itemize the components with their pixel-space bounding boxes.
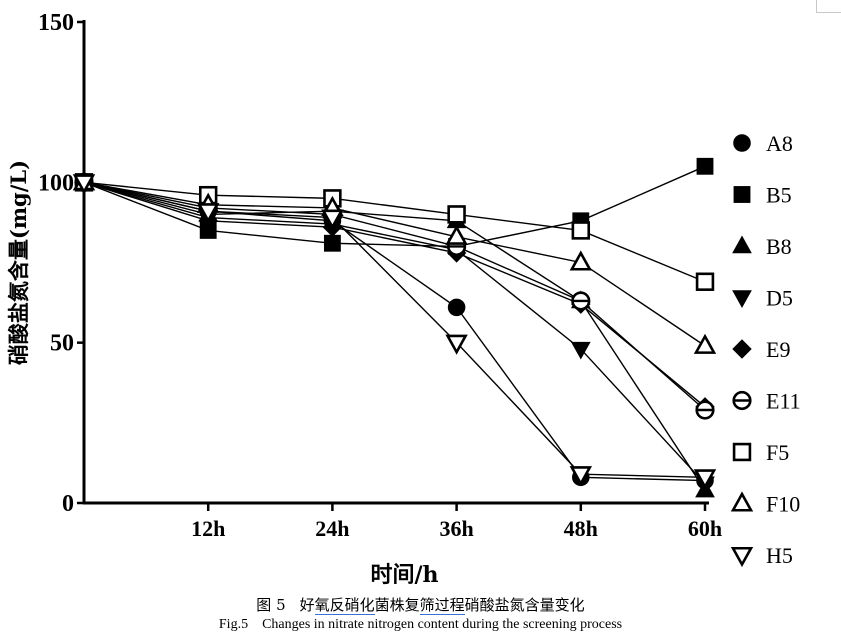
- legend-label-d5: D5: [766, 286, 793, 311]
- legend-marker-a8: [733, 134, 751, 152]
- data-point-h5: [196, 203, 220, 224]
- data-point-b5: [323, 234, 341, 252]
- data-point-f10: [693, 333, 717, 354]
- legend-marker-e9: [732, 339, 752, 359]
- caption-cn-part: 氧反硝化: [314, 596, 375, 615]
- figure-caption-en: Fig.5 Changes in nitrate nitrogen content…: [0, 617, 841, 633]
- legend-marker-f5: [732, 442, 752, 462]
- legend-label-b5: B5: [766, 183, 792, 208]
- series-line-e9: [83, 181, 706, 408]
- legend-marker-b5: [733, 186, 751, 203]
- series-line-d5: [83, 181, 706, 485]
- caption-cn-part: 硝酸盐氮含量变化: [464, 596, 585, 614]
- data-point-f5: [695, 272, 715, 291]
- legend-label-b8: B8: [766, 234, 792, 259]
- series-line-e11: [83, 181, 706, 411]
- series-line-f10: [83, 181, 706, 347]
- data-point-f5: [571, 221, 591, 240]
- series-line-b8: [83, 181, 706, 491]
- x-tick-label: 24h: [315, 516, 349, 541]
- x-tick-label: 48h: [564, 516, 598, 541]
- series-line-b5: [83, 165, 706, 248]
- caption-cn-figure-number: 图 5: [256, 596, 286, 614]
- legend-label-a8: A8: [766, 131, 793, 156]
- data-point-h5: [445, 334, 468, 355]
- x-axis-title: 时间/h: [370, 562, 438, 588]
- caption-cn-part: 筛过程: [419, 596, 465, 615]
- caption-cn-part: 菌株复: [374, 596, 420, 614]
- x-tick-label: 36h: [439, 516, 473, 541]
- legend-label-f5: F5: [766, 440, 789, 465]
- nitrate-chart: 0 50 100 150 12h 24h 36h 48h 60h 时间/h 硝酸盐氮含量(mg/L)…: [6, 10, 801, 588]
- series-line-a8: [83, 181, 706, 482]
- data-point-h5: [693, 469, 717, 490]
- data-point-d5: [570, 341, 591, 360]
- data-point-f10: [569, 250, 593, 271]
- corner-mark: [816, 0, 841, 13]
- legend-label-h5: H5: [766, 543, 793, 568]
- legend-label-e9: E9: [766, 337, 790, 362]
- legend-label-e11: E11: [766, 389, 801, 414]
- x-tick-label: 12h: [191, 516, 225, 541]
- data-point-b5: [696, 157, 714, 175]
- y-tick-label: 150: [38, 10, 74, 36]
- y-tick-label: 100: [38, 170, 74, 196]
- legend-marker-h5: [730, 546, 754, 568]
- figure-caption-cn: 图 5 好氧反硝化菌株复筛过程硝酸盐氮含量变化: [0, 594, 841, 615]
- data-point-h5: [321, 209, 344, 230]
- data-point-f5: [447, 205, 466, 224]
- series-line-f5: [83, 181, 706, 283]
- y-axis-title: 硝酸盐氮含量(mg/L): [6, 160, 31, 365]
- legend-marker-d5: [732, 290, 752, 308]
- legend-marker-b8: [732, 235, 752, 254]
- y-tick-label: 0: [62, 491, 74, 517]
- legend-label-f10: F10: [766, 492, 800, 517]
- data-point-h5: [569, 466, 593, 487]
- data-point-f10: [445, 224, 468, 245]
- y-tick-label: 50: [50, 331, 74, 357]
- x-tick-label: 60h: [688, 516, 722, 541]
- data-point-a8: [447, 298, 466, 317]
- caption-cn-part: 好: [299, 596, 315, 614]
- series-line-h5: [83, 181, 706, 479]
- legend-marker-f10: [730, 491, 754, 512]
- data-point-h5: [72, 174, 96, 195]
